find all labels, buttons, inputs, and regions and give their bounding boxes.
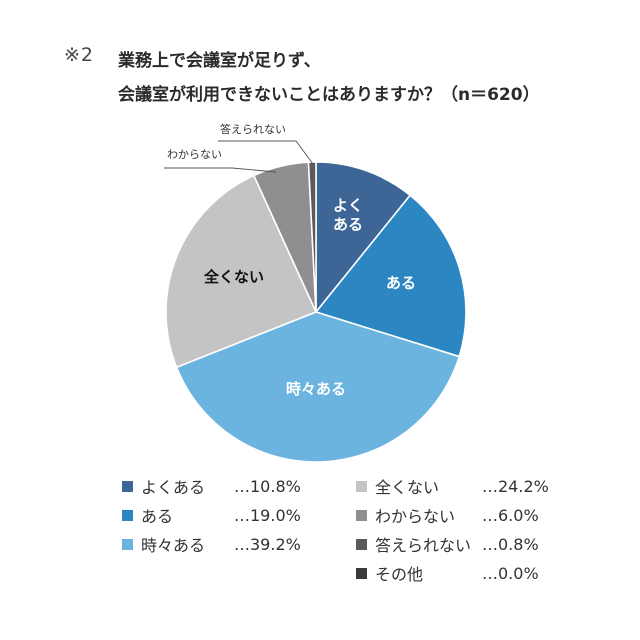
- legend-value-1: …10.8%: [234, 476, 301, 496]
- legend-value-2: …19.0%: [234, 505, 301, 525]
- legend-swatch-7: [356, 567, 367, 579]
- pie-slice-1: [315, 161, 411, 313]
- legend-item-7: その他 …0.0%: [356, 561, 539, 585]
- legend-swatch-5: [356, 509, 367, 521]
- pie-slice-6: [307, 161, 317, 313]
- legend-swatch-4: [356, 480, 367, 492]
- legend-label-7: その他: [375, 565, 424, 584]
- legend-item-3: 時々ある …39.2%: [122, 532, 301, 556]
- callout-line-6: [218, 140, 314, 165]
- title-note: ※2: [64, 44, 95, 66]
- pie-slice-2: [315, 194, 467, 358]
- legend-swatch-1: [122, 480, 133, 492]
- legend-label-3: 時々ある: [141, 536, 206, 555]
- legend-swatch-3: [122, 538, 133, 550]
- legend-item-5: わからない …6.0%: [356, 503, 539, 527]
- legend-label-4: 全くない: [375, 478, 440, 497]
- slice-label-1: よくある: [333, 197, 363, 234]
- callout-label-6: 答えられない: [220, 122, 286, 136]
- slice-label-4: 全くない: [203, 268, 264, 286]
- legend-value-4: …24.2%: [482, 476, 549, 496]
- slice-label-2: ある: [386, 274, 416, 292]
- pie-slice-4: [165, 174, 317, 369]
- legend-label-1: よくある: [141, 478, 206, 497]
- slice-label-3: 時々ある: [286, 380, 346, 398]
- legend-label-5: わからない: [375, 507, 456, 526]
- legend-label-2: ある: [141, 507, 174, 526]
- legend-swatch-6: [356, 538, 367, 550]
- legend-item-4: 全くない …24.2%: [356, 474, 549, 498]
- callout-line-5: [164, 167, 277, 173]
- legend-item-2: ある …19.0%: [122, 503, 301, 527]
- callout-label-5: わからない: [167, 148, 222, 161]
- legend-item-6: 答えられない …0.8%: [356, 532, 539, 556]
- legend-value-7: …0.0%: [482, 563, 539, 583]
- legend-label-6: 答えられない: [375, 536, 472, 555]
- legend-value-6: …0.8%: [482, 534, 539, 554]
- legend-value-3: …39.2%: [234, 534, 301, 554]
- legend-value-5: …6.0%: [482, 505, 539, 525]
- legend-swatch-2: [122, 509, 133, 521]
- chart-title-line-2: 会議室が利用できないことはありますか？（n＝620）: [118, 85, 540, 105]
- legend-item-1: よくある …10.8%: [122, 474, 301, 498]
- pie-slice-3: [175, 311, 461, 463]
- chart-title-line-1: 業務上で会議室が足りず、: [118, 51, 321, 71]
